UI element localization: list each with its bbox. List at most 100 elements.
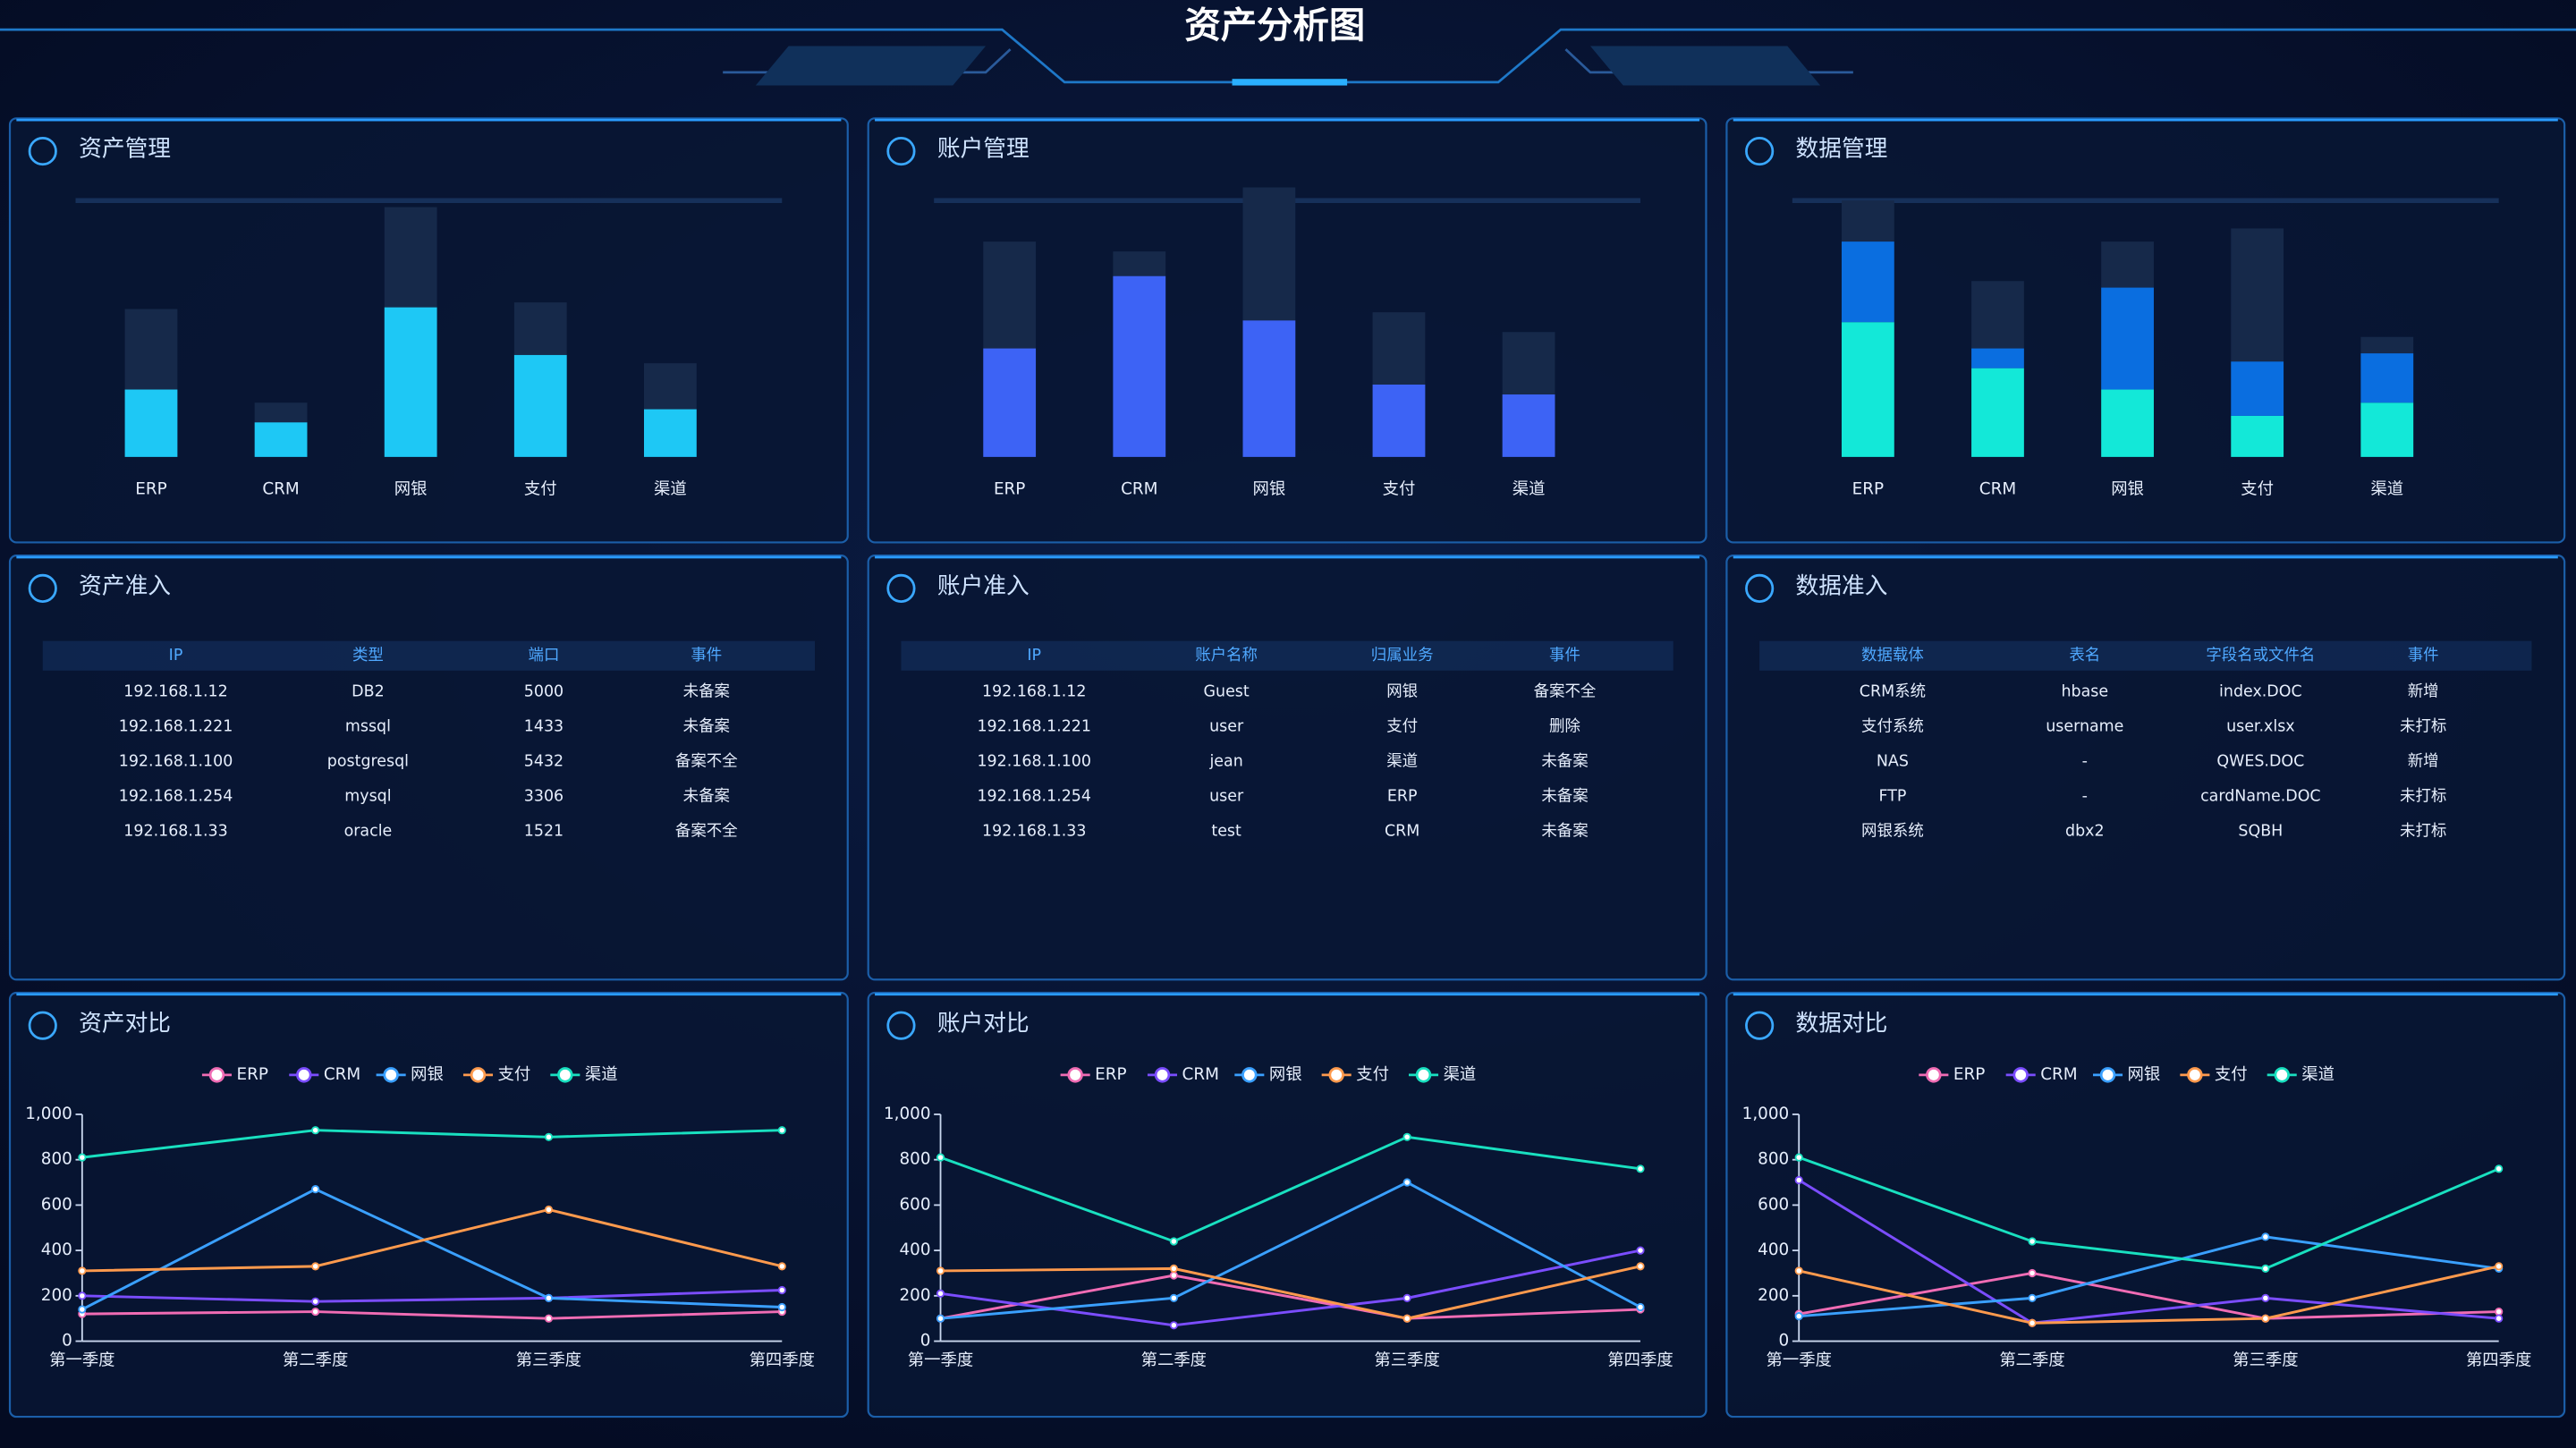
panel-icon: [1745, 136, 1775, 166]
y-tick-label: 600: [899, 1195, 930, 1214]
legend-label: CRM: [324, 1065, 360, 1084]
series-line: [940, 1135, 1641, 1243]
y-tick-label: 600: [1758, 1195, 1789, 1214]
bar: [644, 409, 697, 457]
point: [2028, 1237, 2037, 1246]
y-tick-label: 0: [920, 1332, 931, 1351]
y-tick-label: 0: [62, 1332, 72, 1351]
series-line: [81, 1188, 783, 1311]
point: [936, 1289, 945, 1298]
legend-label: 网银: [1269, 1065, 1302, 1084]
table-cell: 备案不全: [675, 822, 738, 840]
table-cell: QWES.DOC: [2216, 753, 2304, 771]
x-tick-label: ERP: [994, 480, 1025, 499]
panel: [1725, 555, 2566, 981]
table-cell: CRM系统: [1860, 683, 1926, 701]
table-header: 事件: [2408, 647, 2439, 665]
table-header: 事件: [1549, 647, 1580, 665]
panel-icon: [28, 573, 57, 603]
table-cell: dbx2: [2065, 822, 2105, 840]
bar: [2360, 353, 2414, 403]
point: [311, 1297, 320, 1306]
point: [311, 1126, 320, 1135]
panel-title: 账户准入: [937, 573, 1030, 600]
table-cell: 192.168.1.33: [982, 822, 1086, 840]
x-tick-label: 第三季度: [1374, 1351, 1439, 1370]
table-cell: 删除: [1549, 718, 1580, 736]
table-cell: mssql: [345, 718, 391, 736]
table-header-row: [901, 640, 1674, 671]
x-tick-label: 第三季度: [516, 1351, 581, 1370]
table-cell: 未备案: [683, 683, 730, 701]
bar: [513, 354, 567, 457]
x-tick-label: 第二季度: [1999, 1351, 2064, 1370]
series-line: [940, 1265, 1641, 1320]
table-cell: 192.168.1.221: [977, 718, 1091, 736]
point: [777, 1262, 786, 1271]
series-line: [81, 1129, 783, 1159]
table-cell: 192.168.1.33: [123, 822, 227, 840]
panel-title: 账户管理: [937, 136, 1030, 163]
series-line: [1799, 1235, 2499, 1318]
y-tick-label: 1,000: [1742, 1105, 1790, 1123]
table-cell: 未备案: [1541, 788, 1588, 806]
panel-title: 数据对比: [1796, 1010, 1888, 1037]
panel-title: 数据管理: [1796, 136, 1888, 163]
x-tick-label: 渠道: [654, 480, 687, 499]
table-cell: cardName.DOC: [2200, 788, 2320, 806]
panel-icon: [1745, 573, 1775, 603]
y-tick-label: 600: [41, 1195, 72, 1214]
bar: [254, 422, 308, 457]
table-cell: 网银: [1386, 683, 1418, 701]
table-cell: FTP: [1878, 788, 1906, 806]
y-tick-label: 800: [1758, 1150, 1789, 1169]
x-tick-label: 第四季度: [2466, 1351, 2531, 1370]
legend-label: 渠道: [1444, 1065, 1477, 1084]
point: [1169, 1271, 1178, 1280]
point: [311, 1307, 320, 1317]
table-cell: 支付系统: [1861, 718, 1924, 736]
bar: [1113, 275, 1166, 457]
legend-marker: [383, 1067, 399, 1083]
table-cell: test: [1211, 822, 1241, 840]
table-header: 表名: [2069, 647, 2100, 665]
legend-label: CRM: [1182, 1065, 1219, 1084]
y-tick-label: 800: [899, 1150, 930, 1169]
x-tick-label: 第二季度: [1141, 1351, 1207, 1370]
point: [2495, 1314, 2504, 1323]
point: [2261, 1264, 2270, 1273]
table-cell: 渠道: [1386, 753, 1418, 771]
table-header: 字段名或文件名: [2206, 647, 2315, 665]
table-header: IP: [1027, 647, 1041, 665]
legend-label: 网银: [411, 1065, 444, 1084]
table-header: 数据载体: [1861, 647, 1924, 665]
legend-label: 渠道: [2301, 1065, 2334, 1084]
table-cell: ERP: [1387, 788, 1418, 806]
table-cell: hbase: [2062, 683, 2109, 701]
point: [1402, 1293, 1411, 1302]
point: [1169, 1237, 1178, 1246]
x-tick-label: CRM: [1979, 480, 2016, 499]
table-cell: index.DOC: [2219, 683, 2302, 701]
y-tick-label: 200: [899, 1286, 930, 1305]
x-tick-label: 第二季度: [283, 1351, 348, 1370]
bar: [983, 348, 1037, 457]
bar: [384, 307, 437, 457]
legend-label: CRM: [2040, 1065, 2077, 1084]
bar: [1971, 348, 2024, 368]
point: [1636, 1302, 1645, 1312]
panel: [1725, 991, 2566, 1418]
legend-marker: [557, 1067, 573, 1083]
table-cell: 192.168.1.12: [123, 683, 227, 701]
table-cell: 支付: [1386, 718, 1418, 736]
point: [1636, 1164, 1645, 1173]
point: [311, 1262, 320, 1271]
point: [2028, 1268, 2037, 1278]
point: [1169, 1321, 1178, 1330]
legend-marker: [2274, 1067, 2290, 1083]
x-tick-label: 渠道: [2370, 480, 2403, 499]
table-cell: mysql: [344, 788, 391, 806]
x-tick-label: 第三季度: [2233, 1351, 2298, 1370]
